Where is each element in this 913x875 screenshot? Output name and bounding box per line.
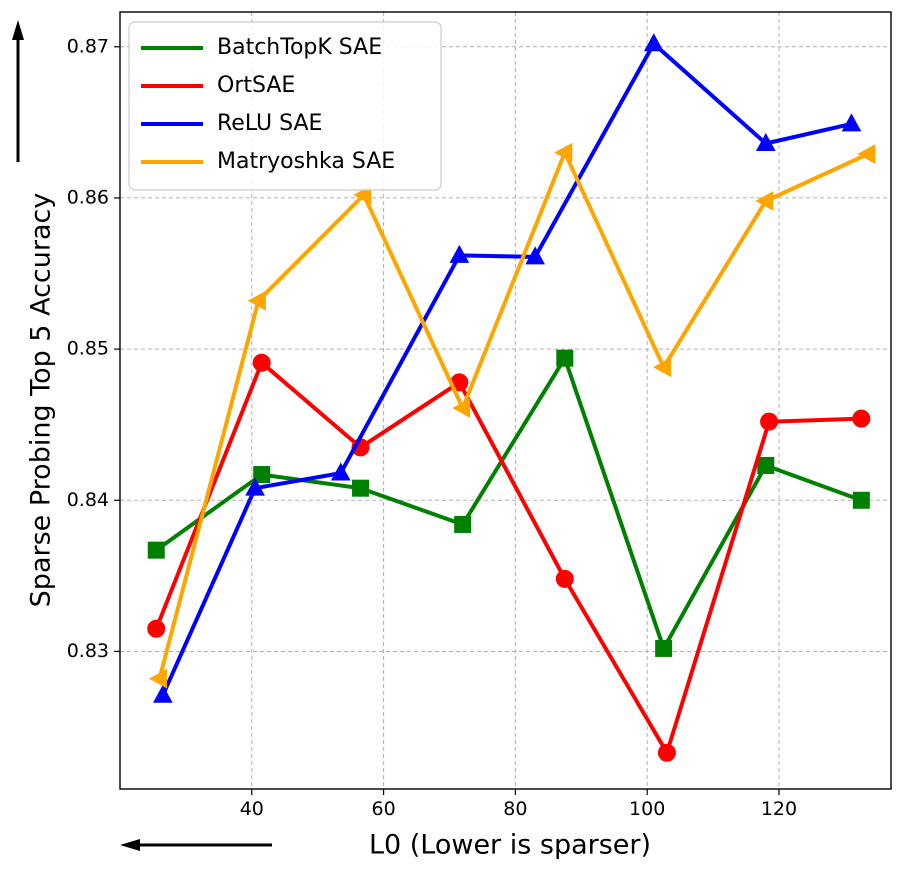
x-axis-title: L0 (Lower is sparser) (369, 830, 651, 861)
batchtopk-sae-point (556, 349, 574, 367)
batchtopk-sae-point (757, 457, 775, 475)
batchtopk-sae-point (655, 639, 673, 657)
relu-sae-line (160, 41, 854, 698)
relu-sae-point (245, 477, 265, 496)
ortsae-point (760, 412, 779, 431)
y-tick-label: 0.83 (67, 640, 109, 662)
series-batchtopk-sae (147, 349, 870, 657)
plot-frame (119, 11, 892, 790)
batchtopk-sae-point (147, 541, 165, 559)
series-relu-sae (152, 33, 862, 703)
matryoshka-sae-point (452, 398, 471, 418)
legend-frame (128, 21, 442, 191)
relu-sae-point (449, 244, 470, 263)
matryoshka-sae-line (157, 150, 870, 681)
ortsae-point (252, 353, 271, 372)
relu-sae-point (152, 684, 173, 703)
y-axis-title: Sparse Probing Top 5 Accuracy (26, 193, 57, 608)
batchtopk-sae-point (852, 491, 870, 509)
legend: BatchTopK SAE OrtSAE ReLU SAE Matryoshka SA… (128, 21, 442, 191)
relu-sae-point (525, 246, 545, 265)
relu-sae-point (841, 113, 862, 132)
x-direction-arrow (120, 839, 272, 851)
matryoshka-sae-point (755, 191, 774, 211)
ortsae-line (154, 360, 864, 755)
batchtopk-sae-point (352, 479, 370, 497)
y-tick-label: 0.86 (67, 186, 109, 208)
y-tick-label: 0.87 (67, 35, 109, 57)
y-direction-arrow (12, 20, 24, 162)
ortsae-point (657, 743, 676, 762)
batchtopk-sae-point (454, 515, 472, 533)
ticks: 40 60 80 100 120 0.83 0.84 0.85 0.86 0.87 (67, 35, 797, 820)
legend-label-batchtopk-sae: BatchTopK SAE (217, 35, 382, 60)
relu-sae-point (643, 33, 664, 52)
series-ortsae (147, 353, 871, 762)
matryoshka-sae-point (247, 290, 266, 311)
batchtopk-sae-point (253, 466, 271, 484)
ortsae-point (852, 409, 871, 428)
relu-sae-point (330, 462, 351, 481)
y-tick-label: 0.84 (67, 489, 109, 511)
matryoshka-sae-point (857, 144, 876, 164)
legend-label-relu-sae: ReLU SAE (217, 111, 322, 136)
legend-label-ortsae: OrtSAE (217, 73, 295, 98)
batchtopk-sae-line (154, 356, 864, 651)
x-tick-label: 120 (761, 798, 797, 820)
x-tick-label: 80 (503, 798, 527, 820)
series-layer (147, 33, 876, 762)
legend-label-matryoshka-sae: Matryoshka SAE (217, 149, 395, 174)
matryoshka-sae-point (554, 142, 573, 163)
y-tick-label: 0.85 (67, 338, 109, 360)
matryoshka-sae-point (653, 357, 672, 378)
matryoshka-sae-point (148, 668, 168, 689)
series-matryoshka-sae (148, 142, 876, 689)
relu-sae-point (755, 132, 776, 152)
x-tick-label: 40 (240, 798, 264, 820)
ortsae-point (555, 569, 574, 588)
ortsae-point (147, 619, 166, 638)
x-tick-label: 100 (629, 798, 665, 820)
x-tick-label: 60 (371, 798, 395, 820)
